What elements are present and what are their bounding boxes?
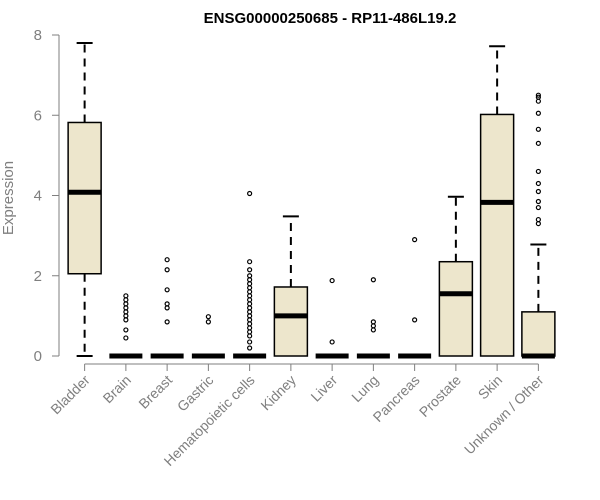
outlier-11-12: [535, 92, 541, 98]
y-tick-label-2: 4: [34, 188, 42, 205]
outlier-11-8: [535, 126, 541, 132]
outlier-8-1: [412, 237, 418, 243]
outlier-4-0: [247, 345, 253, 351]
box-0: [67, 42, 102, 357]
outlier-4-9: [247, 305, 253, 311]
x-tick-label-5: Kidney: [257, 372, 299, 414]
outlier-11-11: [535, 94, 541, 100]
box-6: [315, 277, 349, 359]
outlier-6-1: [329, 277, 335, 284]
outlier-7-0: [370, 327, 376, 333]
outlier-4-1: [247, 339, 253, 345]
chart-title: ENSG00000250685 - RP11-486L19.2: [204, 10, 457, 27]
outlier-11-6: [535, 168, 541, 175]
x-tick-label-9: Prostate: [416, 372, 464, 420]
box-4: [233, 190, 267, 359]
outlier-7-2: [370, 319, 376, 325]
outlier-4-4: [247, 325, 253, 331]
y-axis-label: Expression: [0, 161, 17, 235]
x-tick-label-0: Bladder: [47, 372, 93, 418]
outlier-4-3: [247, 329, 253, 335]
outlier-6-0: [329, 339, 335, 345]
outlier-1-8: [123, 293, 129, 299]
box-rect-5: [273, 286, 309, 357]
box-3: [191, 314, 225, 359]
x-tick-label-7: Lung: [348, 372, 381, 405]
box-10: [479, 45, 515, 357]
outlier-2-1: [164, 305, 170, 311]
outlier-1-3: [123, 313, 129, 319]
outlier-4-17: [247, 273, 253, 279]
box-9: [438, 195, 474, 357]
outlier-4-16: [247, 277, 253, 283]
y-tick-label-3: 6: [34, 107, 42, 124]
outlier-11-1: [535, 216, 541, 223]
outlier-2-4: [164, 267, 170, 273]
outlier-11-4: [535, 188, 541, 195]
outlier-4-5: [247, 321, 253, 327]
box-rect-11: [521, 311, 556, 357]
outlier-4-2: [247, 333, 253, 339]
box-series: [67, 42, 556, 359]
box-7: [356, 277, 390, 359]
box-11: [521, 92, 556, 359]
box-rect-0: [67, 121, 102, 275]
outlier-4-12: [247, 293, 253, 299]
outlier-11-3: [535, 198, 541, 205]
outlier-4-14: [247, 285, 253, 291]
box-rect-9: [438, 260, 474, 357]
outlier-11-10: [535, 98, 541, 104]
outlier-4-19: [247, 259, 253, 265]
outlier-4-15: [247, 281, 253, 287]
outlier-2-2: [164, 301, 170, 307]
y-tick-label-1: 2: [34, 268, 42, 285]
outlier-8-0: [412, 317, 418, 323]
outlier-1-6: [123, 301, 129, 307]
outlier-11-9: [535, 110, 541, 116]
outlier-1-2: [123, 317, 129, 323]
outlier-4-11: [247, 297, 253, 303]
box-8: [398, 237, 432, 359]
outlier-3-0: [205, 319, 211, 325]
box-5: [273, 215, 309, 357]
outlier-2-3: [164, 287, 170, 293]
outlier-7-1: [370, 323, 376, 329]
box-1: [109, 293, 143, 359]
y-axis: 0 2 4 6 8: [34, 27, 60, 365]
outlier-2-0: [164, 319, 170, 325]
box-rect-10: [479, 113, 515, 357]
outlier-7-3: [370, 277, 376, 283]
outlier-4-20: [247, 190, 253, 197]
outlier-1-4: [123, 309, 129, 315]
outlier-4-10: [247, 301, 253, 307]
outlier-11-2: [535, 204, 541, 211]
outlier-2-5: [164, 257, 170, 263]
x-tick-label-1: Brain: [100, 372, 134, 406]
outlier-4-6: [247, 317, 253, 323]
x-tick-label-6: Liver: [307, 372, 340, 405]
outlier-1-1: [123, 327, 129, 333]
outlier-4-18: [247, 267, 253, 273]
x-tick-label-10: Skin: [475, 372, 506, 403]
y-tick-label-0: 0: [34, 348, 42, 365]
outlier-4-7: [247, 313, 253, 319]
box-2: [150, 257, 184, 359]
outlier-3-1: [205, 314, 211, 320]
x-tick-label-2: Breast: [135, 372, 175, 412]
y-tick-label-4: 8: [34, 27, 42, 44]
outlier-1-5: [123, 305, 129, 311]
outlier-1-7: [123, 297, 129, 303]
outlier-11-7: [535, 140, 541, 146]
outlier-1-0: [123, 335, 129, 341]
outlier-11-5: [535, 180, 541, 187]
outlier-4-8: [247, 309, 253, 315]
outlier-4-13: [247, 289, 253, 295]
outlier-11-0: [535, 220, 541, 227]
